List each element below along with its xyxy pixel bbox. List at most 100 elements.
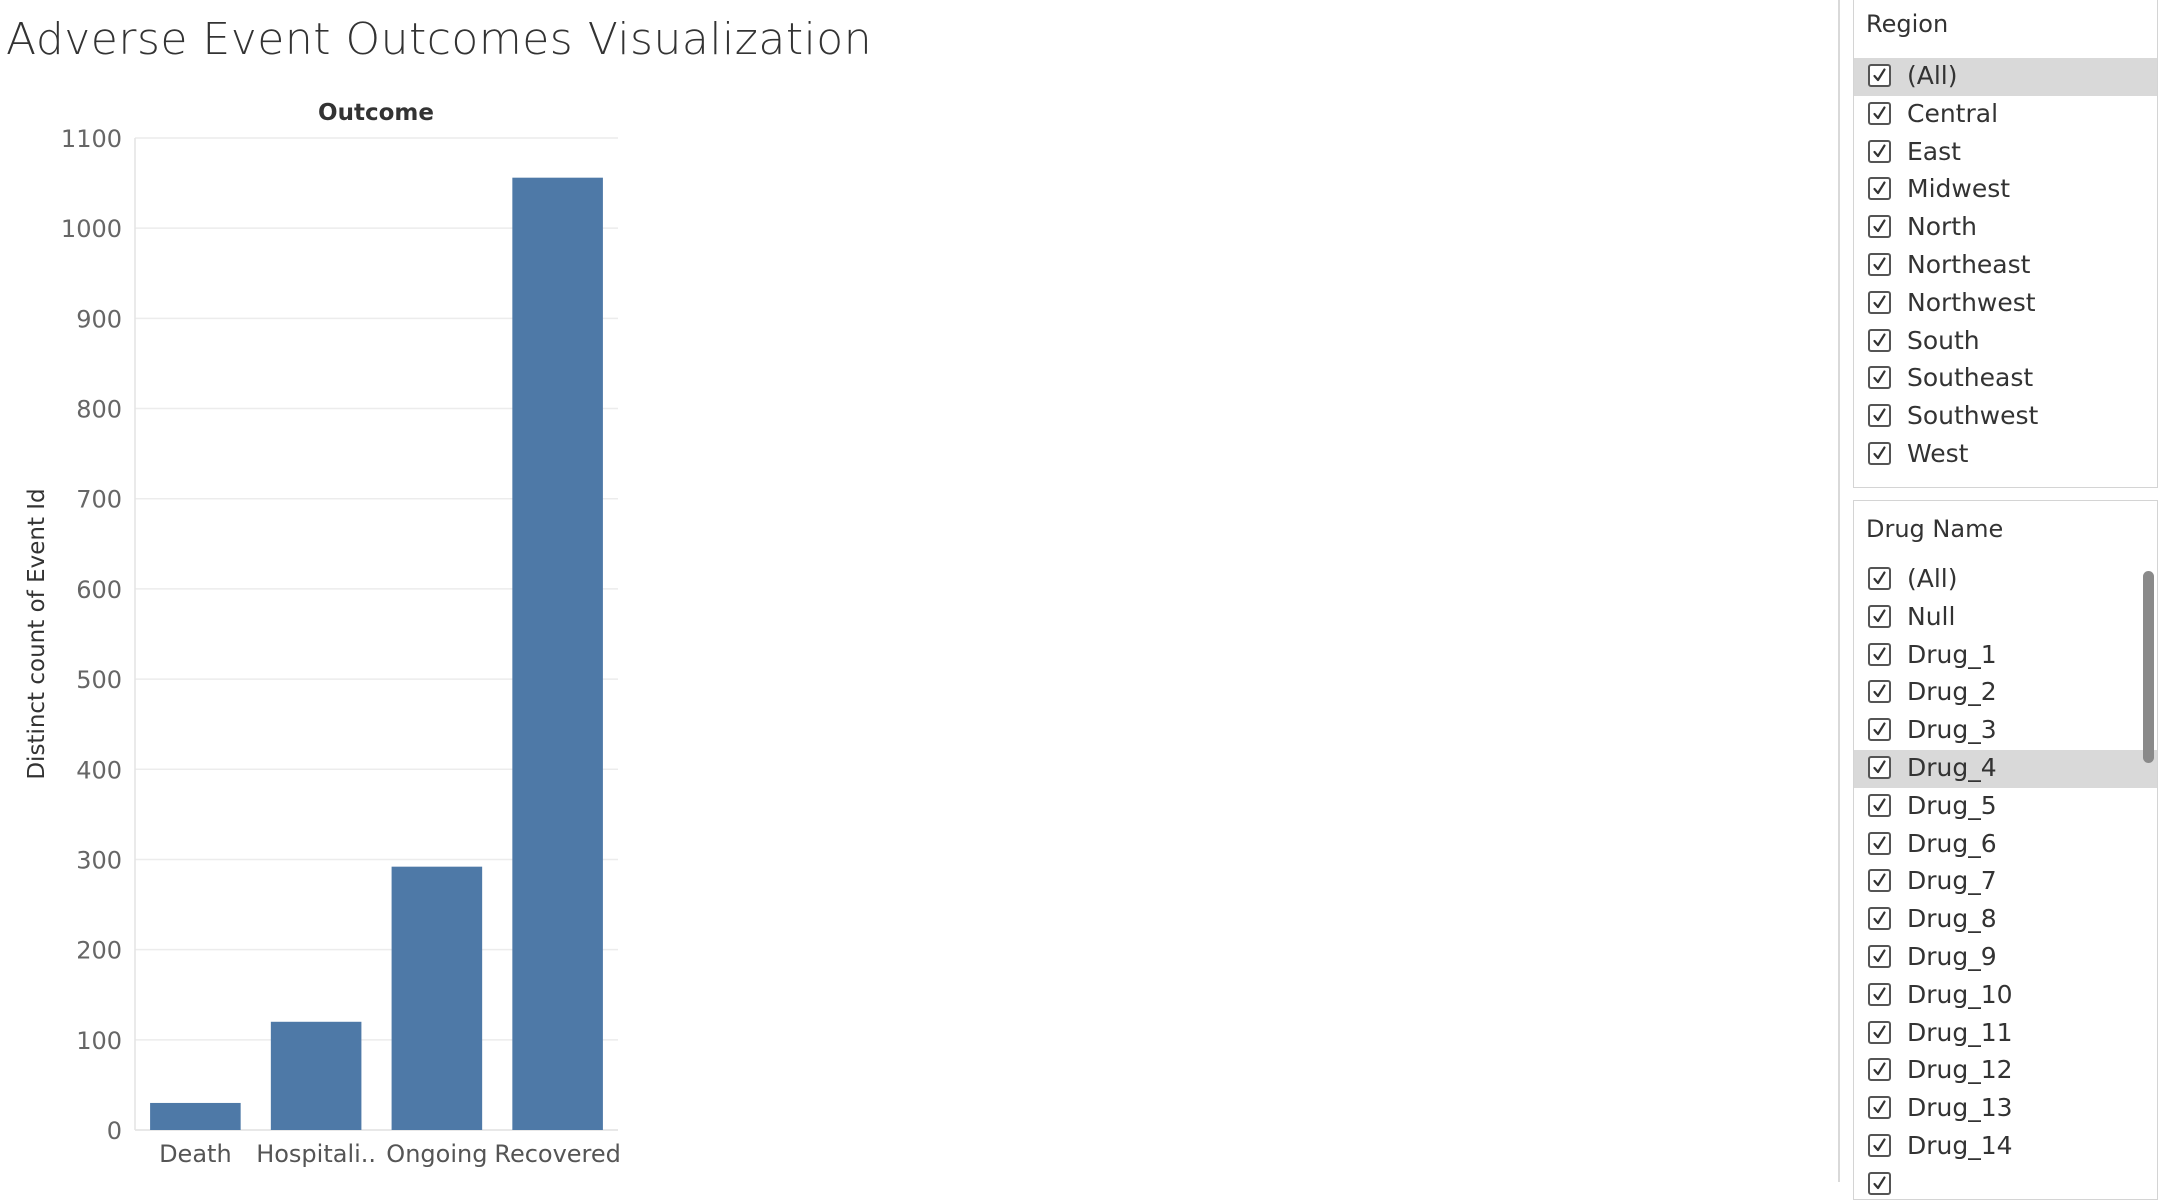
y-tick-label: 900: [76, 305, 122, 333]
region-filter-item[interactable]: Northwest: [1854, 285, 2157, 323]
y-tick-label: 700: [76, 486, 122, 514]
drug-filter-item[interactable]: Null: [1854, 599, 2157, 637]
region-filter-item[interactable]: Southeast: [1854, 360, 2157, 398]
bar-hospitali: [270, 1021, 362, 1130]
region-filter-item[interactable]: Midwest: [1854, 171, 2157, 209]
checkmark-icon[interactable]: [1868, 1058, 1891, 1082]
checkmark-icon[interactable]: [1868, 982, 1891, 1006]
checkmark-icon[interactable]: [1868, 290, 1891, 314]
drug-filter-item[interactable]: Drug_4: [1854, 750, 2157, 788]
region-filter-item-label: (All): [1907, 61, 1958, 90]
drug-filter-item-label: (All): [1907, 564, 1958, 593]
drug-name-filter: Drug Name (All) Null Drug_1 Drug_2 Drug_3 Dru…: [1853, 500, 2158, 1200]
drug-name-filter-title: Drug Name: [1866, 515, 2004, 543]
bar-recovered: [512, 177, 603, 1130]
region-filter-item-label: Southeast: [1907, 363, 2034, 393]
region-filter-title: Region: [1866, 10, 1949, 38]
region-filter-item[interactable]: North: [1854, 209, 2157, 247]
region-filter-list: (All) Central East Midwest North Northeast Nor…: [1854, 58, 2157, 483]
drug-filter-item[interactable]: Drug_12: [1854, 1052, 2157, 1090]
panel-divider: [1838, 0, 1840, 1182]
drug-filter-item[interactable]: Drug_9: [1854, 939, 2157, 977]
region-filter-item-label: Central: [1907, 98, 1999, 128]
region-filter-item[interactable]: Central: [1854, 96, 2157, 134]
checkmark-icon[interactable]: [1868, 139, 1891, 163]
drug-filter-item-label: Drug_2: [1907, 677, 1997, 707]
drug-filter-item[interactable]: Drug_11: [1854, 1015, 2157, 1053]
checkmark-icon[interactable]: [1868, 1134, 1891, 1157]
checkmark-icon[interactable]: [1868, 680, 1891, 704]
drug-filter-item-label: Drug_6: [1907, 828, 1997, 858]
checkmark-icon[interactable]: [1868, 1171, 1891, 1195]
drug-filter-item[interactable]: Drug_1: [1854, 637, 2157, 675]
drug-filter-item-label: Null: [1907, 601, 1956, 631]
bar-ongoing: [391, 866, 483, 1130]
y-tick-label: 1100: [61, 125, 122, 153]
drug-filter-item[interactable]: (All): [1854, 561, 2157, 599]
checkmark-icon[interactable]: [1868, 869, 1891, 893]
checkmark-icon[interactable]: [1868, 64, 1891, 87]
checkmark-icon[interactable]: [1868, 718, 1891, 742]
checkmark-icon[interactable]: [1868, 215, 1891, 239]
drug-filter-item-label: Drug_3: [1907, 715, 1997, 745]
region-filter-item-label: North: [1907, 212, 1977, 242]
checkmark-icon[interactable]: [1868, 442, 1891, 465]
checkmark-icon[interactable]: [1868, 404, 1891, 428]
checkmark-icon[interactable]: [1868, 1096, 1891, 1120]
checkmark-icon[interactable]: [1868, 945, 1891, 968]
y-tick-label: 300: [76, 846, 122, 874]
drug-filter-item[interactable]: Drug_14: [1854, 1128, 2157, 1166]
checkmark-icon[interactable]: [1868, 101, 1891, 125]
region-filter-item[interactable]: Southwest: [1854, 398, 2157, 436]
drug-filter-item[interactable]: Drug_2: [1854, 674, 2157, 712]
region-filter-item[interactable]: Northeast: [1854, 247, 2157, 285]
x-tick-label: Ongoing: [386, 1140, 487, 1168]
drug-filter-item-label: Drug_14: [1907, 1131, 2013, 1160]
drug-list-scrollbar[interactable]: [2143, 571, 2154, 763]
y-tick-label: 500: [76, 666, 122, 694]
drug-filter-item[interactable]: Drug_6: [1854, 826, 2157, 864]
checkmark-icon[interactable]: [1868, 642, 1891, 666]
region-filter-item[interactable]: (All): [1854, 58, 2157, 96]
checkmark-icon[interactable]: [1868, 177, 1891, 201]
chart-header-title: Outcome: [318, 100, 434, 126]
page-title: Adverse Event Outcomes Visualization: [6, 14, 873, 65]
drug-filter-item[interactable]: [1854, 1166, 2157, 1199]
checkmark-icon[interactable]: [1868, 1020, 1891, 1044]
checkmark-icon[interactable]: [1868, 604, 1891, 628]
region-filter-item-label: Midwest: [1907, 174, 2011, 204]
checkmark-icon[interactable]: [1868, 907, 1891, 931]
drug-filter-item-label: Drug_12: [1907, 1055, 2013, 1085]
region-filter: Region (All) Central East Midwest North North…: [1853, 0, 2158, 488]
checkmark-icon[interactable]: [1868, 793, 1891, 817]
outcome-bar-chart: 0 100 200 300 400 500 600 700 800 900 1000 1100 Outc…: [24, 100, 621, 1168]
region-filter-item[interactable]: South: [1854, 323, 2157, 361]
drug-filter-item[interactable]: Drug_8: [1854, 901, 2157, 939]
drug-filter-item[interactable]: Drug_3: [1854, 712, 2157, 750]
drug-filter-item-label: Drug_11: [1907, 1017, 2013, 1047]
drug-filter-item-label: Drug_1: [1907, 639, 1997, 669]
region-filter-item[interactable]: West: [1854, 436, 2157, 474]
drug-filter-item[interactable]: Drug_7: [1854, 863, 2157, 901]
drug-filter-item-label: Drug_8: [1907, 904, 1997, 934]
region-filter-item-label: South: [1907, 325, 1980, 355]
checkmark-icon[interactable]: [1868, 831, 1891, 855]
drug-filter-item[interactable]: Drug_5: [1854, 788, 2157, 826]
y-axis-label: Distinct count of Event Id: [24, 488, 50, 779]
y-tick-label: 0: [107, 1117, 122, 1145]
x-tick-label: Hospitali..: [256, 1140, 376, 1168]
y-tick-label: 200: [76, 937, 122, 965]
region-filter-item[interactable]: East: [1854, 134, 2157, 172]
checkmark-icon[interactable]: [1868, 756, 1891, 779]
checkmark-icon[interactable]: [1868, 567, 1891, 590]
drug-filter-item[interactable]: Drug_10: [1854, 977, 2157, 1015]
drug-filter-item[interactable]: Drug_13: [1854, 1090, 2157, 1128]
y-tick-label: 600: [76, 576, 122, 604]
y-tick-label: 1000: [61, 215, 122, 243]
drug-filter-item-label: Drug_10: [1907, 979, 2013, 1009]
checkmark-icon[interactable]: [1868, 366, 1891, 390]
checkmark-icon[interactable]: [1868, 328, 1891, 352]
checkmark-icon[interactable]: [1868, 253, 1891, 276]
y-tick-label: 400: [76, 756, 122, 784]
drug-filter-item-label: Drug_5: [1907, 790, 1997, 820]
